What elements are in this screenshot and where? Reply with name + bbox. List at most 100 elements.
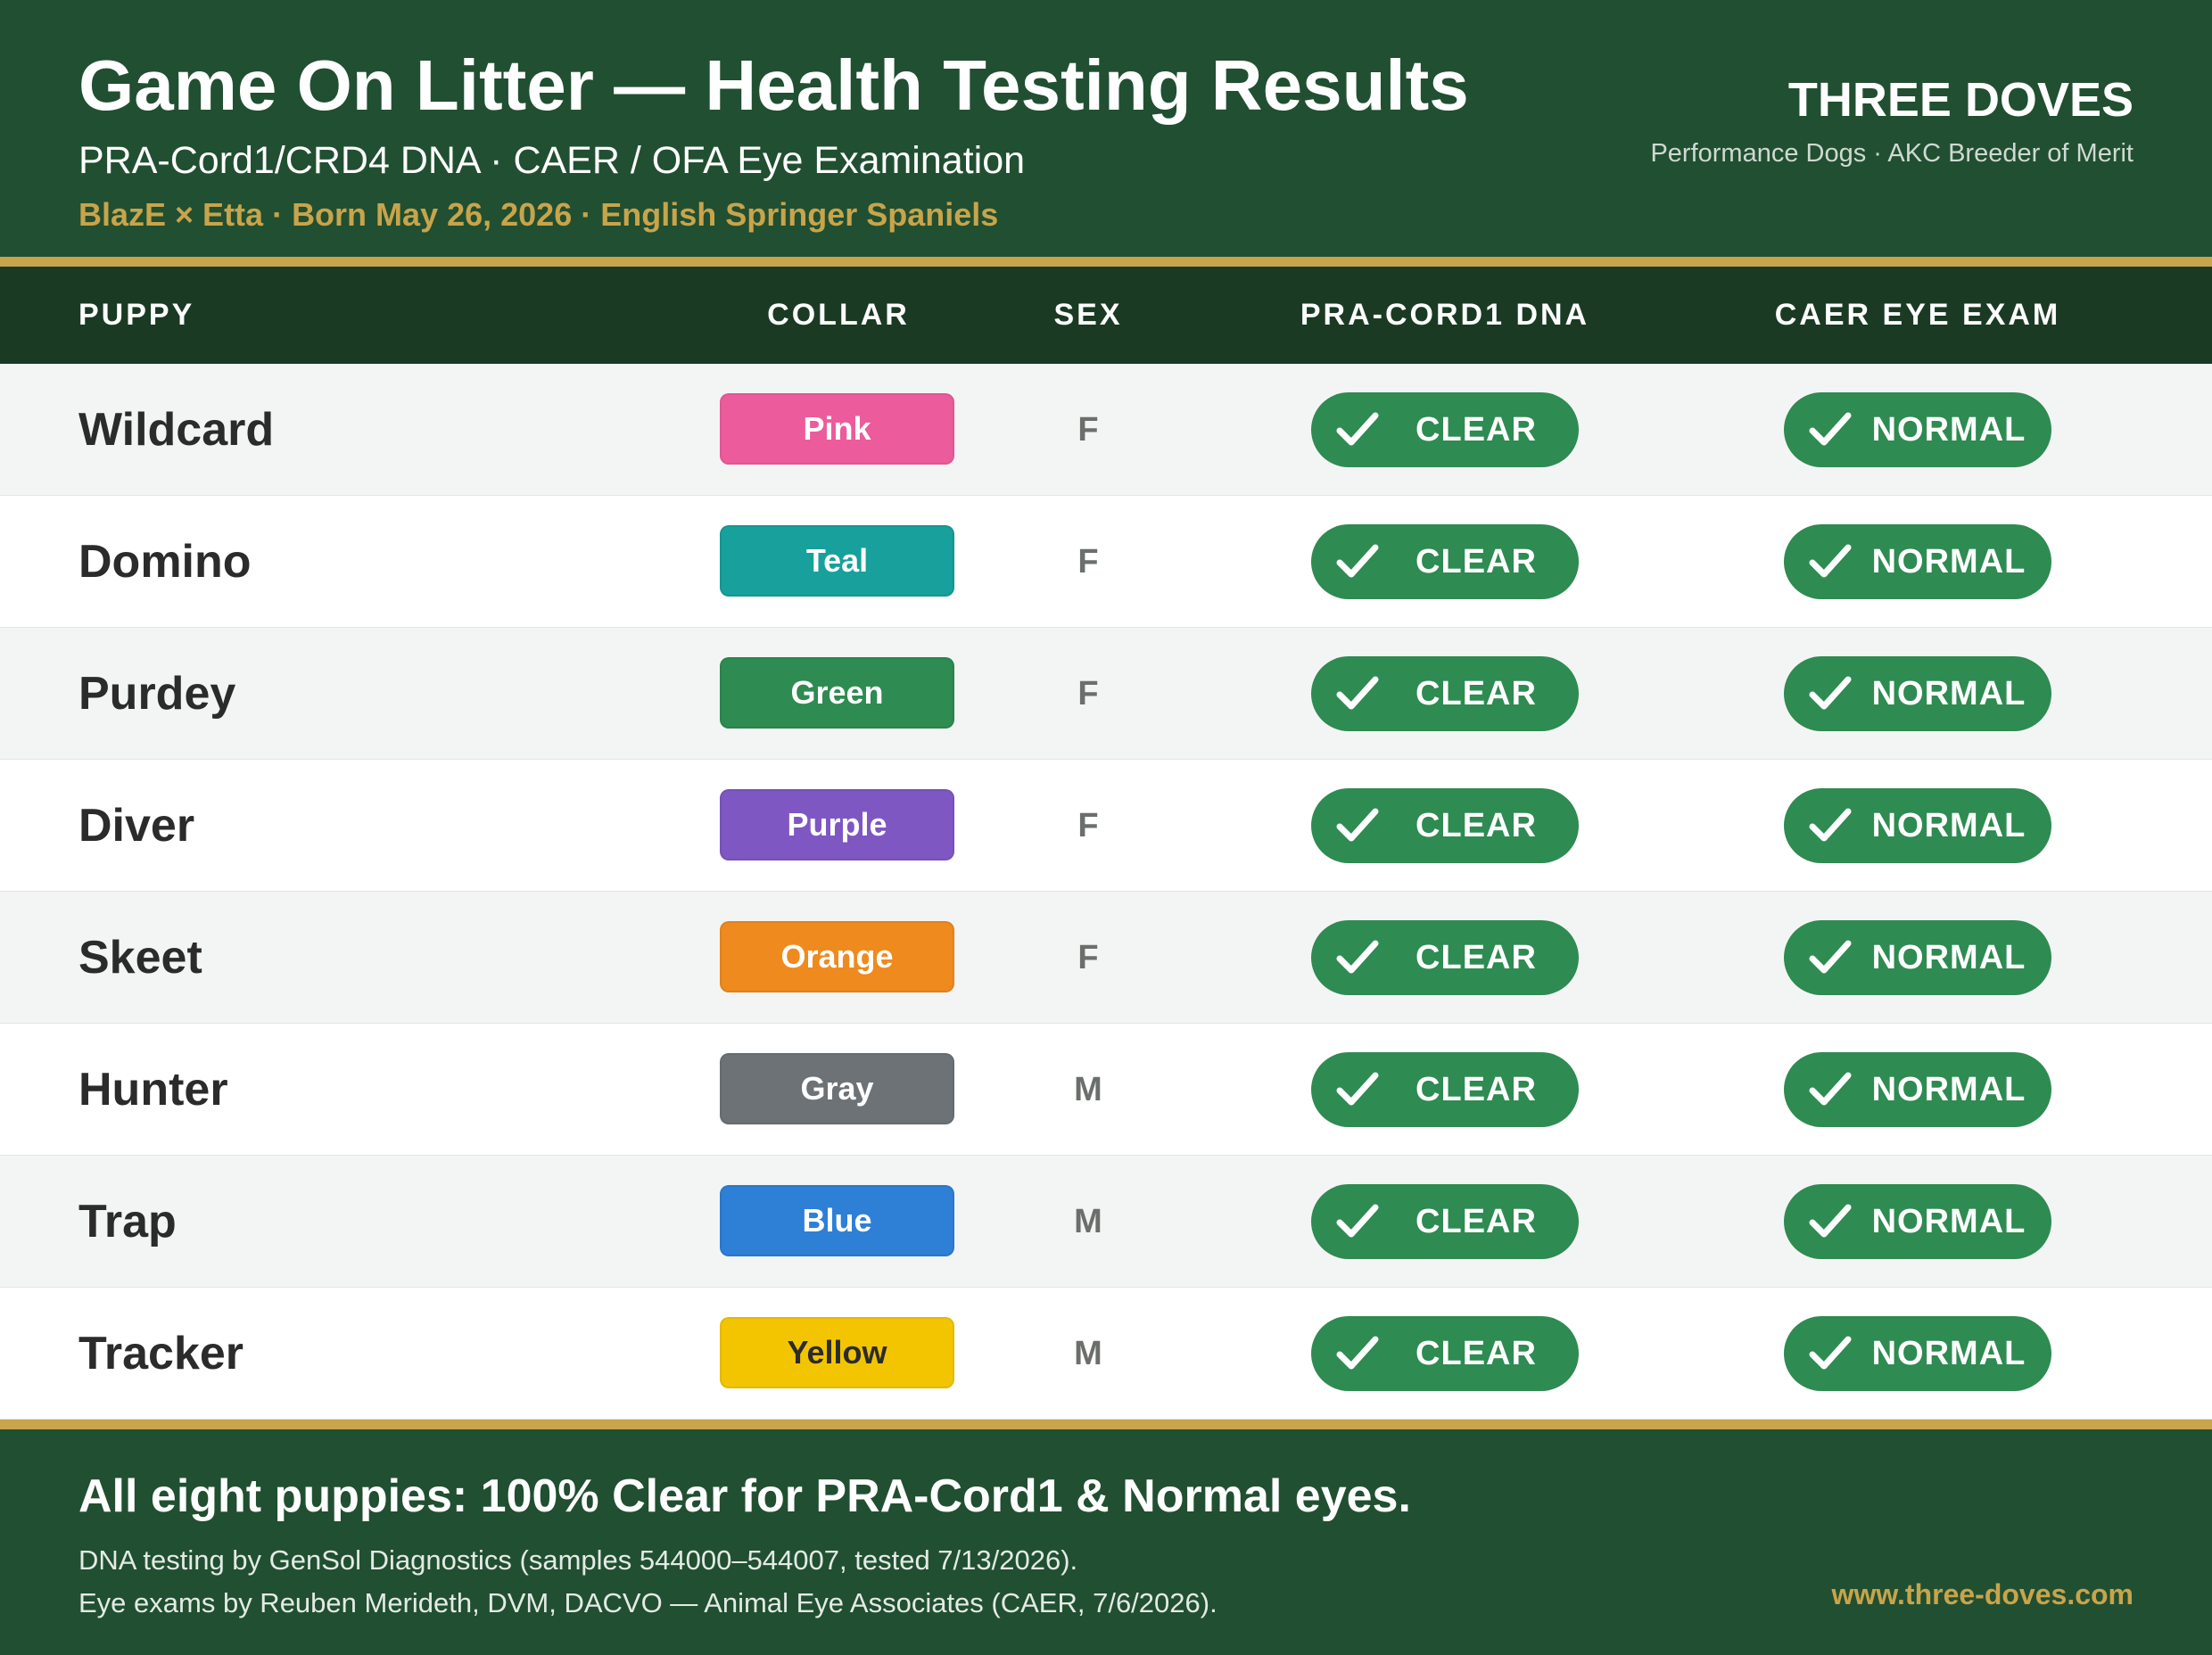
collar-badge: Gray (720, 1053, 954, 1124)
dna-status-badge: CLEAR (1311, 788, 1579, 863)
puppy-name: Wildcard (78, 404, 275, 456)
brand-name: THREE DOVES (1787, 73, 2134, 127)
table-row: Skeet Orange F CLEAR NORMAL (0, 892, 2212, 1024)
header: Game On Litter — Health Testing Results … (0, 0, 2212, 257)
checkmark-icon (1336, 938, 1379, 977)
sex-value: F (1077, 675, 1099, 712)
dna-status-label: CLEAR (1416, 675, 1537, 712)
checkmark-icon (1809, 542, 1852, 581)
divider-bottom (0, 1420, 2212, 1429)
table-row: Purdey Green F CLEAR NORMAL (0, 628, 2212, 760)
checkmark-icon (1336, 542, 1379, 581)
eye-status-label: NORMAL (1871, 1071, 2026, 1108)
eye-status-badge: NORMAL (1784, 392, 2051, 467)
litter-tagline: BlazE × Etta · Born May 26, 2026 · Engli… (78, 196, 999, 233)
sex-value: F (1077, 411, 1099, 449)
dna-status-label: CLEAR (1416, 411, 1537, 449)
dna-status-badge: CLEAR (1311, 1052, 1579, 1127)
dna-testing-note: DNA testing by GenSol Diagnostics (sampl… (78, 1544, 1078, 1576)
table-row: Domino Teal F CLEAR NORMAL (0, 496, 2212, 628)
website-link[interactable]: www.three-doves.com (1831, 1578, 2134, 1610)
checkmark-icon (1336, 1070, 1379, 1109)
checkmark-icon (1336, 806, 1379, 845)
eye-status-badge: NORMAL (1784, 1184, 2051, 1259)
dna-status-label: CLEAR (1416, 939, 1537, 976)
checkmark-icon (1809, 410, 1852, 449)
puppy-name: Tracker (78, 1328, 244, 1379)
dna-status-label: CLEAR (1416, 543, 1537, 580)
column-header-sex: SEX (1053, 298, 1123, 332)
collar-badge: Orange (720, 921, 954, 992)
page-subtitle: PRA-Cord1/CRD4 DNA · CAER / OFA Eye Exam… (78, 139, 1026, 182)
puppy-name: Purdey (78, 668, 236, 720)
collar-badge: Pink (720, 393, 954, 465)
checkmark-icon (1809, 938, 1852, 977)
checkmark-icon (1809, 806, 1852, 845)
brand-subtitle: Performance Dogs · AKC Breeder of Merit (1650, 139, 2134, 168)
eye-status-label: NORMAL (1871, 543, 2026, 580)
puppy-name: Trap (78, 1196, 177, 1247)
eye-status-badge: NORMAL (1784, 524, 2051, 599)
dna-status-label: CLEAR (1416, 1335, 1537, 1372)
column-header-eye: CAER EYE EXAM (1774, 298, 2061, 332)
eye-status-badge: NORMAL (1784, 1052, 2051, 1127)
dna-status-badge: CLEAR (1311, 920, 1579, 995)
table-row: Diver Purple F CLEAR NORMAL (0, 760, 2212, 892)
dna-status-label: CLEAR (1416, 807, 1537, 844)
dna-status-badge: CLEAR (1311, 392, 1579, 467)
collar-badge: Yellow (720, 1317, 954, 1388)
dna-status-label: CLEAR (1416, 1071, 1537, 1108)
dna-status-badge: CLEAR (1311, 656, 1579, 731)
table-row: Hunter Gray M CLEAR NORMAL (0, 1024, 2212, 1156)
eye-status-badge: NORMAL (1784, 788, 2051, 863)
table-row: Wildcard Pink F CLEAR NORMAL (0, 364, 2212, 496)
table-row: Trap Blue M CLEAR NORMAL (0, 1156, 2212, 1288)
collar-badge: Green (720, 657, 954, 729)
dna-status-badge: CLEAR (1311, 524, 1579, 599)
checkmark-icon (1809, 1202, 1852, 1241)
eye-status-label: NORMAL (1871, 939, 2026, 976)
table-body: Wildcard Pink F CLEAR NORMAL Domino Teal F CLEAR… (0, 364, 2212, 1420)
column-header-collar: COLLAR (767, 298, 910, 332)
checkmark-icon (1809, 1334, 1852, 1373)
eye-status-badge: NORMAL (1784, 656, 2051, 731)
checkmark-icon (1809, 1070, 1852, 1109)
column-header-dna: PRA-CORD1 DNA (1300, 298, 1590, 332)
footer: All eight puppies: 100% Clear for PRA-Co… (0, 1429, 2212, 1655)
sex-value: F (1077, 807, 1099, 844)
eye-status-badge: NORMAL (1784, 1316, 2051, 1391)
summary-headline: All eight puppies: 100% Clear for PRA-Co… (78, 1470, 1411, 1522)
table-row: Tracker Yellow M CLEAR NORMAL (0, 1288, 2212, 1420)
dna-status-badge: CLEAR (1311, 1184, 1579, 1259)
dna-status-label: CLEAR (1416, 1203, 1537, 1240)
collar-badge: Teal (720, 525, 954, 597)
puppy-name: Diver (78, 800, 195, 852)
column-header-puppy: PUPPY (78, 298, 195, 332)
sex-value: M (1074, 1071, 1102, 1108)
sex-value: M (1074, 1335, 1102, 1372)
puppy-name: Hunter (78, 1064, 228, 1116)
collar-badge: Purple (720, 789, 954, 860)
checkmark-icon (1336, 1202, 1379, 1241)
eye-status-label: NORMAL (1871, 1335, 2026, 1372)
eye-status-badge: NORMAL (1784, 920, 2051, 995)
collar-badge: Blue (720, 1185, 954, 1256)
sex-value: M (1074, 1203, 1102, 1240)
checkmark-icon (1336, 410, 1379, 449)
eye-status-label: NORMAL (1871, 1203, 2026, 1240)
puppy-name: Skeet (78, 932, 202, 984)
page-title: Game On Litter — Health Testing Results (78, 45, 1469, 125)
eye-status-label: NORMAL (1871, 675, 2026, 712)
checkmark-icon (1336, 674, 1379, 713)
puppy-name: Domino (78, 536, 252, 588)
table-header: PUPPY COLLAR SEX PRA-CORD1 DNA CAER EYE … (0, 267, 2212, 364)
eye-exam-note: Eye exams by Reuben Merideth, DVM, DACVO… (78, 1587, 1217, 1618)
eye-status-label: NORMAL (1871, 411, 2026, 449)
eye-status-label: NORMAL (1871, 807, 2026, 844)
sex-value: F (1077, 543, 1099, 580)
checkmark-icon (1809, 674, 1852, 713)
divider-top (0, 257, 2212, 267)
sex-value: F (1077, 939, 1099, 976)
dna-status-badge: CLEAR (1311, 1316, 1579, 1391)
